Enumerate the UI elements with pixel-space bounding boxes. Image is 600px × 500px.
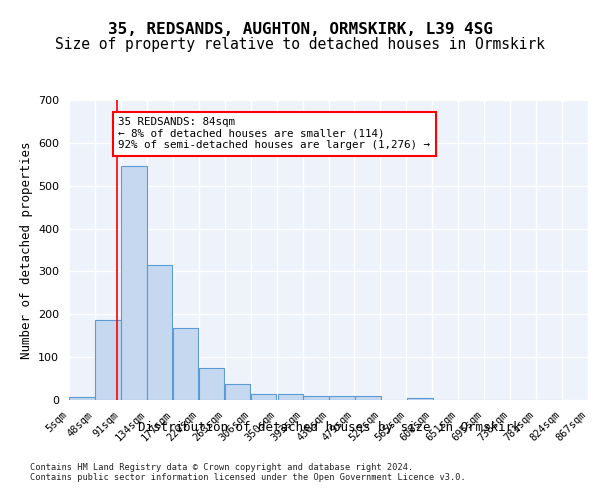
Text: 35, REDSANDS, AUGHTON, ORMSKIRK, L39 4SG: 35, REDSANDS, AUGHTON, ORMSKIRK, L39 4SG (107, 22, 493, 38)
Bar (407, 398, 433, 400)
Text: 35 REDSANDS: 84sqm
← 8% of detached houses are smaller (114)
92% of semi-detache: 35 REDSANDS: 84sqm ← 8% of detached hous… (118, 117, 430, 150)
Bar (278, 394, 303, 400)
Text: Distribution of detached houses by size in Ormskirk: Distribution of detached houses by size … (137, 421, 520, 434)
Bar (147, 265, 172, 400)
Bar (355, 396, 381, 400)
Bar (251, 394, 276, 400)
Bar (121, 166, 146, 400)
Text: Size of property relative to detached houses in Ormskirk: Size of property relative to detached ho… (55, 38, 545, 52)
Bar (173, 328, 199, 400)
Bar (329, 396, 355, 400)
Text: Contains HM Land Registry data © Crown copyright and database right 2024.
Contai: Contains HM Land Registry data © Crown c… (30, 463, 466, 482)
Bar (199, 368, 224, 400)
Y-axis label: Number of detached properties: Number of detached properties (20, 141, 32, 359)
Bar (70, 396, 95, 400)
Bar (304, 396, 329, 400)
Bar (95, 320, 121, 400)
Bar (225, 384, 250, 400)
